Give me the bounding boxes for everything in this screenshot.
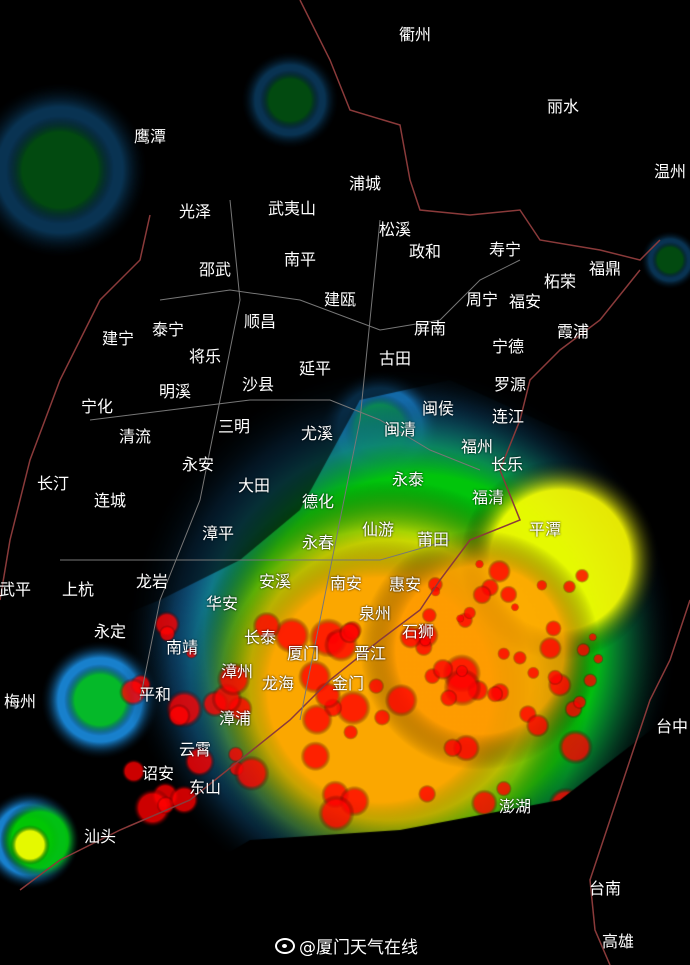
place-label: 闽侯: [421, 399, 455, 418]
place-label: 永春: [301, 533, 335, 552]
place-label: 东山: [188, 778, 222, 797]
place-label: 温州: [653, 162, 687, 181]
province-border: [299, 0, 661, 261]
place-label: 柘荣: [543, 272, 577, 291]
place-label: 延平: [298, 359, 332, 378]
place-label: 松溪: [378, 220, 412, 239]
place-label: 沙县: [241, 375, 275, 394]
place-label: 武平: [0, 580, 32, 599]
place-label: 罗源: [493, 375, 527, 394]
place-label: 澎湖: [498, 797, 532, 816]
watermark-text: @厦门天气在线: [299, 938, 418, 958]
place-label: 尤溪: [300, 424, 334, 443]
place-label: 长汀: [36, 474, 70, 493]
place-label: 衢州: [398, 25, 432, 44]
place-label: 古田: [378, 349, 412, 368]
place-label: 光泽: [178, 202, 212, 221]
place-label: 福安: [508, 292, 542, 311]
place-label: 南平: [283, 250, 317, 269]
place-label: 周宁: [465, 290, 499, 309]
county-border: [159, 259, 521, 331]
place-label: 永泰: [391, 470, 425, 489]
county-border: [89, 399, 481, 471]
place-label: 鹰潭: [133, 127, 167, 146]
place-label: 武夷山: [267, 199, 317, 218]
place-label: 漳平: [201, 524, 235, 543]
place-label: 诏安: [141, 764, 175, 783]
place-label: 台南: [588, 879, 622, 898]
place-label: 安溪: [258, 572, 292, 591]
place-label: 台中: [655, 717, 689, 736]
place-label: 梅州: [3, 692, 37, 711]
place-label: 高雄: [601, 932, 635, 951]
place-label: 平和: [138, 685, 172, 704]
place-label: 建瓯: [323, 290, 357, 309]
place-label: 将乐: [188, 347, 222, 366]
place-label: 顺昌: [243, 312, 277, 331]
place-label: 丽水: [546, 97, 580, 116]
place-label: 上杭: [61, 580, 95, 599]
place-label: 连江: [491, 407, 525, 426]
place-label: 惠安: [388, 575, 422, 594]
weibo-icon: [275, 937, 295, 954]
place-label: 金门: [331, 674, 365, 693]
place-label: 汕头: [83, 827, 117, 846]
place-label: 长乐: [490, 455, 524, 474]
place-label: 福鼎: [588, 259, 622, 278]
place-label: 大田: [237, 476, 271, 495]
county-border: [60, 539, 451, 561]
place-label: 浦城: [348, 174, 382, 193]
place-label: 漳州: [220, 662, 254, 681]
place-label: 清流: [118, 427, 152, 446]
place-label: 三明: [217, 417, 251, 436]
place-label: 龙岩: [135, 572, 169, 591]
place-label: 德化: [301, 492, 335, 511]
place-label: 泰宁: [151, 320, 185, 339]
county-border: [299, 219, 381, 721]
place-label: 宁德: [491, 337, 525, 356]
place-label: 华安: [205, 594, 239, 613]
coastline: [19, 269, 641, 891]
place-label: 莆田: [416, 530, 450, 549]
place-label: 南靖: [165, 638, 199, 657]
place-label: 长泰: [243, 628, 277, 647]
place-label: 霞浦: [556, 322, 590, 341]
place-label: 永安: [181, 455, 215, 474]
province-border-west: [0, 214, 151, 601]
place-label: 云霄: [178, 740, 212, 759]
place-label: 晋江: [353, 644, 387, 663]
place-label: 邵武: [198, 260, 232, 279]
place-label: 屏南: [413, 319, 447, 338]
place-label: 龙海: [261, 674, 295, 693]
place-label: 明溪: [158, 382, 192, 401]
place-label: 连城: [93, 491, 127, 510]
place-label: 建宁: [101, 329, 135, 348]
place-label: 南安: [329, 574, 363, 593]
place-label: 平潭: [528, 520, 562, 539]
place-label: 宁化: [80, 397, 114, 416]
place-label: 福清: [471, 488, 505, 507]
place-label: 石狮: [401, 622, 435, 641]
place-label: 漳浦: [218, 709, 252, 728]
taiwan-coast: [589, 599, 690, 965]
place-label: 福州: [460, 437, 494, 456]
place-label: 仙游: [361, 520, 395, 539]
place-label: 政和: [408, 242, 442, 261]
place-label: 闽清: [383, 420, 417, 439]
place-label: 泉州: [358, 604, 392, 623]
county-border: [139, 199, 241, 701]
place-label: 厦门: [286, 644, 320, 663]
place-label: 寿宁: [488, 240, 522, 259]
place-label: 永定: [93, 622, 127, 641]
watermark: @厦门天气在线: [275, 933, 418, 958]
